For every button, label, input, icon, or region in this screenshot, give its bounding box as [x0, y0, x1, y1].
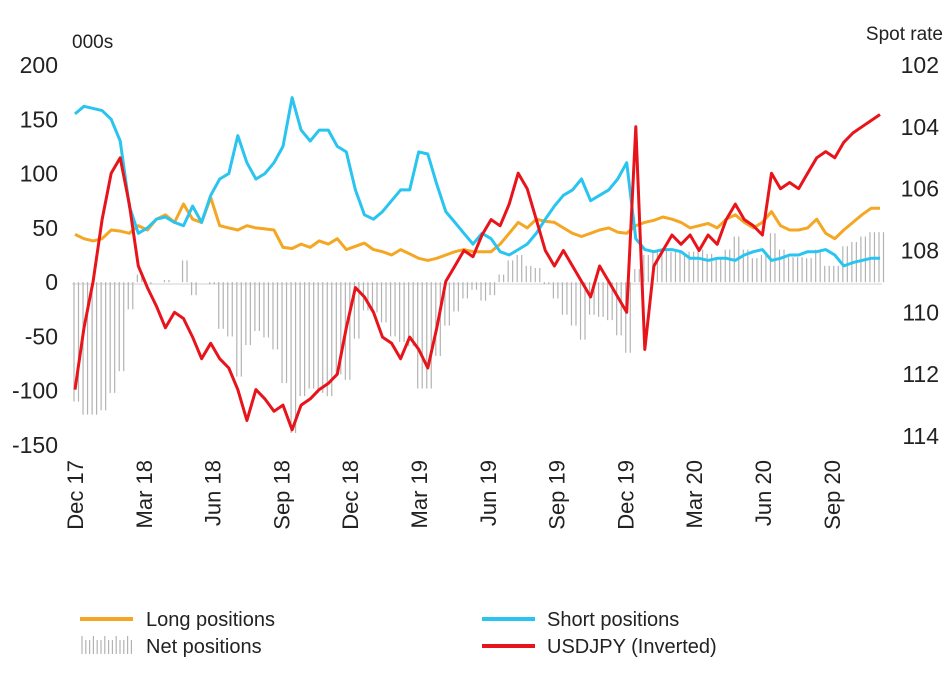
left-tick-label: 100 — [20, 161, 58, 187]
left-tick-label: 50 — [32, 215, 58, 241]
legend-label-usdjpy: USDJPY (Inverted) — [547, 636, 717, 658]
left-tick-label: 200 — [20, 52, 58, 78]
legend-label-short: Short positions — [547, 609, 679, 631]
x-tick-label: Sep 19 — [545, 460, 570, 530]
usdjpy-inverted-line — [73, 113, 881, 432]
left-tick-label: 0 — [45, 269, 58, 295]
x-tick-label: Mar 19 — [407, 460, 432, 528]
left-tick-label: -100 — [12, 378, 58, 404]
left-unit-label: 000s — [72, 32, 113, 53]
left-axis-ticks: 200 150 100 50 0 -50 -100 -150 — [12, 52, 58, 458]
legend: Long positions Net positions Short posit… — [80, 609, 717, 658]
legend-swatch-net — [81, 636, 132, 654]
x-tick-label: Dec 17 — [63, 460, 88, 530]
left-tick-label: -150 — [12, 432, 58, 458]
x-tick-label: Jun 18 — [201, 460, 226, 526]
right-tick-label: 106 — [901, 176, 939, 202]
x-tick-label: Jun 19 — [476, 460, 501, 526]
x-tick-label: Mar 18 — [132, 460, 157, 528]
series-lines — [73, 96, 881, 432]
x-tick-label: Dec 19 — [613, 460, 638, 530]
right-tick-label: 112 — [902, 361, 939, 387]
left-tick-label: 150 — [20, 106, 58, 132]
right-axis-ticks: 102 104 106 108 110 112 114 — [901, 52, 940, 449]
legend-label-net: Net positions — [146, 636, 262, 658]
left-tick-label: -50 — [25, 323, 58, 349]
x-tick-label: Mar 20 — [682, 460, 707, 528]
right-tick-label: 102 — [901, 52, 939, 78]
short-positions-line — [74, 96, 880, 268]
net-positions-bars — [73, 232, 885, 434]
right-tick-label: 114 — [902, 423, 939, 449]
x-tick-label: Jun 20 — [751, 460, 776, 526]
right-tick-label: 108 — [901, 238, 939, 264]
x-axis-ticks: Dec 17 Mar 18 Jun 18 Sep 18 Dec 18 Mar 19 Jun … — [63, 460, 845, 530]
right-tick-label: 104 — [901, 114, 940, 140]
right-tick-label: 110 — [902, 299, 939, 325]
right-unit-label: Spot rate — [866, 24, 943, 45]
x-tick-label: Sep 18 — [269, 460, 294, 530]
legend-label-long: Long positions — [146, 609, 275, 631]
x-tick-label: Sep 20 — [820, 460, 845, 530]
x-tick-label: Dec 18 — [338, 460, 363, 530]
